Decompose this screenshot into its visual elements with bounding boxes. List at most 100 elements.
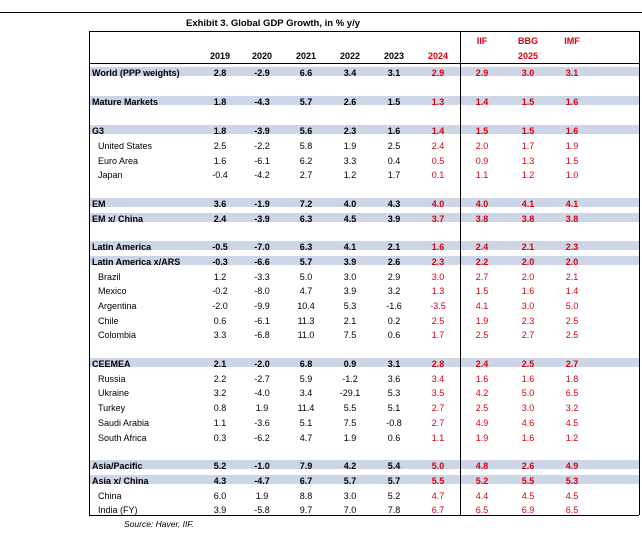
data-cell: 1.8 (213, 126, 227, 136)
row-label: India (FY) (98, 505, 138, 515)
data-cell: 2.5 (565, 330, 579, 340)
data-cell: 4.6 (521, 418, 535, 428)
data-cell: 1.6 (565, 97, 579, 107)
row-label: Asia/Pacific (92, 461, 143, 471)
data-cell: 2.5 (475, 330, 489, 340)
data-cell: 2.8 (213, 68, 227, 78)
row-band (89, 67, 639, 76)
data-cell: -0.5 (212, 242, 228, 252)
source-note: Source: Haver, IIF. (124, 519, 194, 529)
data-cell: 11.0 (297, 330, 315, 340)
data-cell: 0.5 (431, 156, 445, 166)
data-cell: 5.4 (387, 461, 401, 471)
data-cell: 3.9 (343, 257, 357, 267)
column-header-2023: 2023 (383, 51, 405, 61)
data-cell: 4.7 (431, 491, 445, 501)
data-cell: 6.3 (299, 242, 313, 252)
data-cell: 6.3 (299, 214, 313, 224)
data-cell: 2.3 (431, 257, 445, 267)
data-cell: -29.1 (339, 388, 361, 398)
data-cell: 5.3 (343, 301, 357, 311)
row-label: Colombia (98, 330, 137, 340)
data-cell: 5.0 (431, 461, 445, 471)
row-band (89, 213, 639, 222)
data-cell: 10.4 (297, 301, 315, 311)
row-label: Brazil (98, 272, 121, 282)
data-cell: 5.1 (299, 418, 313, 428)
data-cell: 5.0 (521, 388, 535, 398)
data-cell: 1.9 (255, 491, 269, 501)
row-label: Latin America x/ARS (92, 257, 181, 267)
header-bottom-border (89, 63, 639, 64)
data-cell: -3.9 (254, 126, 270, 136)
data-cell: 9.7 (299, 505, 313, 515)
data-cell: 2.7 (431, 418, 445, 428)
data-cell: 5.2 (475, 476, 489, 486)
data-cell: 0.2 (387, 316, 401, 326)
data-cell: 4.1 (343, 242, 357, 252)
data-cell: -8.0 (254, 286, 270, 296)
data-cell: 1.3 (521, 156, 535, 166)
data-cell: 0.9 (343, 359, 357, 369)
data-cell: 0.1 (431, 170, 445, 180)
data-cell: 2.9 (475, 68, 489, 78)
data-cell: 5.0 (565, 301, 579, 311)
data-cell: 3.2 (565, 403, 579, 413)
data-cell: -0.4 (212, 170, 228, 180)
data-cell: 2.3 (565, 242, 579, 252)
data-cell: 0.8 (213, 403, 227, 413)
data-cell: 2.5 (475, 403, 489, 413)
forecast-divider-line (460, 31, 461, 515)
data-cell: -5.8 (254, 505, 270, 515)
data-cell: 1.4 (431, 126, 445, 136)
row-band (89, 198, 639, 207)
row-label: CEEMEA (92, 359, 131, 369)
data-cell: -1.9 (254, 199, 270, 209)
data-cell: 6.7 (299, 476, 313, 486)
data-cell: 4.1 (521, 199, 535, 209)
row-label: Asia x/ China (92, 476, 149, 486)
data-cell: 6.2 (299, 156, 313, 166)
table-bottom-border (89, 515, 639, 516)
row-band (89, 460, 639, 469)
row-band (89, 256, 639, 265)
data-cell: 5.5 (431, 476, 445, 486)
data-cell: 2.3 (343, 126, 357, 136)
data-cell: 3.3 (343, 156, 357, 166)
data-cell: 3.9 (387, 214, 401, 224)
data-cell: 5.5 (521, 476, 535, 486)
data-cell: -0.8 (386, 418, 402, 428)
data-cell: 4.0 (343, 199, 357, 209)
data-cell: -2.7 (254, 374, 270, 384)
data-cell: 3.4 (299, 388, 313, 398)
data-cell: 2.3 (521, 316, 535, 326)
data-cell: 1.2 (213, 272, 227, 282)
column-header-2019: 2019 (209, 51, 231, 61)
data-cell: 2.0 (475, 141, 489, 151)
data-cell: 1.4 (565, 286, 579, 296)
row-label: Russia (98, 374, 126, 384)
data-cell: 5.7 (299, 97, 313, 107)
row-label: Mature Markets (92, 97, 159, 107)
data-cell: 3.0 (521, 301, 535, 311)
data-cell: 2.1 (521, 242, 535, 252)
data-cell: 7.0 (343, 505, 357, 515)
data-cell: 3.0 (521, 68, 535, 78)
data-cell: 2.1 (387, 242, 401, 252)
data-cell: 1.9 (343, 433, 357, 443)
data-cell: 3.1 (387, 68, 401, 78)
data-cell: 1.6 (521, 433, 535, 443)
data-cell: 3.4 (343, 68, 357, 78)
data-cell: 5.7 (343, 476, 357, 486)
data-cell: 3.1 (565, 68, 579, 78)
data-cell: 6.0 (213, 491, 227, 501)
data-cell: -1.0 (254, 461, 270, 471)
data-cell: 0.9 (475, 156, 489, 166)
data-cell: 4.0 (431, 199, 445, 209)
data-cell: 6.6 (299, 68, 313, 78)
data-cell: -4.2 (254, 170, 270, 180)
data-cell: 2.1 (213, 359, 227, 369)
data-cell: -1.6 (386, 301, 402, 311)
data-cell: 1.2 (343, 170, 357, 180)
data-cell: -2.0 (254, 359, 270, 369)
